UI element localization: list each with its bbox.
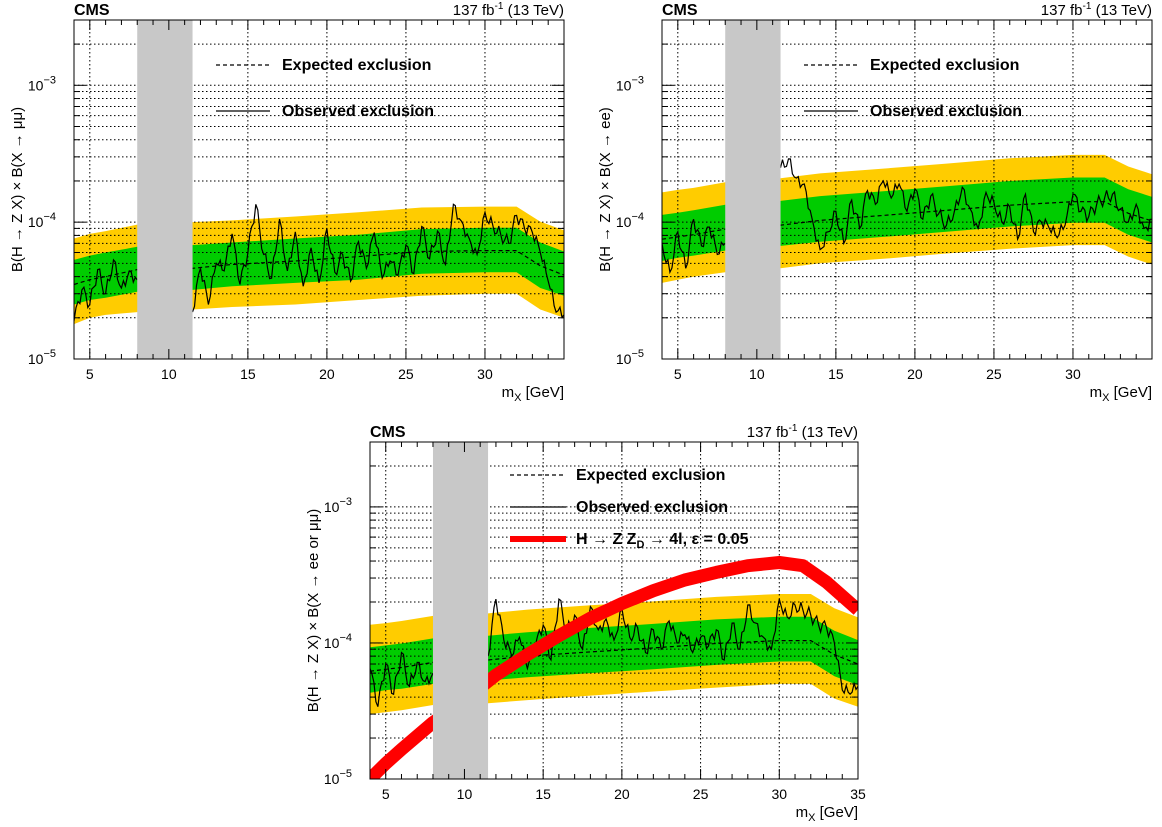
x-tick-label: 15 bbox=[828, 366, 844, 382]
lumi-label: 137 fb-1 (13 TeV) bbox=[1041, 1, 1152, 19]
cms-label: CMS bbox=[370, 424, 406, 441]
chart-panel-ee: 5 10 15 20 25 30 10−5 10−4 10−3 mX [GeV] B(H → Z X… bbox=[597, 1, 1153, 404]
x-axis-title: mX [GeV] bbox=[796, 804, 858, 824]
x-tick-label: 30 bbox=[477, 366, 493, 382]
y-tick-label: 10−4 bbox=[28, 211, 56, 230]
y-axis-title: B(H → Z X) × B(X → ee or μμ) bbox=[305, 509, 322, 713]
y-tick-label: 10−4 bbox=[616, 211, 644, 230]
chart-panel-combined: 5 10 15 20 25 30 35 10−5 10−4 10−3 mX [GeV] B(H → Z… bbox=[305, 423, 866, 824]
x-tick-label: 10 bbox=[161, 366, 177, 382]
lumi-label: 137 fb-1 (13 TeV) bbox=[747, 423, 858, 441]
y-axis: 10−5 10−4 10−3 bbox=[616, 19, 1152, 367]
x-tick-label: 15 bbox=[535, 786, 551, 802]
x-axis: 5 10 15 20 25 30 35 bbox=[369, 442, 866, 802]
x-tick-label: 30 bbox=[1065, 366, 1081, 382]
zd-model-band bbox=[370, 556, 858, 779]
plot-frame bbox=[661, 19, 1153, 360]
x-axis-title: mX [GeV] bbox=[502, 384, 564, 404]
observed-line bbox=[370, 651, 434, 707]
x-tick-label: 25 bbox=[693, 786, 709, 802]
band-1sigma bbox=[662, 177, 1152, 261]
y-tick-label: 10−5 bbox=[28, 348, 56, 367]
plot-frame bbox=[73, 19, 565, 360]
lumi-label: 137 fb-1 (13 TeV) bbox=[453, 1, 564, 19]
y-tick-label: 10−5 bbox=[324, 768, 352, 787]
grid bbox=[74, 20, 564, 359]
x-tick-label: 35 bbox=[850, 786, 866, 802]
x-tick-label: 20 bbox=[614, 786, 630, 802]
observed-line bbox=[779, 158, 1152, 251]
x-tick-label: 15 bbox=[240, 366, 256, 382]
observed-line bbox=[662, 218, 726, 275]
cms-label: CMS bbox=[74, 2, 110, 19]
y-tick-label: 10−3 bbox=[616, 74, 644, 93]
legend-zd-label: H → Z ZD → 4l, ε = 0.05 bbox=[576, 531, 749, 551]
legend-observed-label: Observed exclusion bbox=[282, 103, 434, 120]
x-tick-label: 25 bbox=[986, 366, 1002, 382]
excluded-region bbox=[725, 20, 781, 359]
legend: Expected exclusion Observed exclusion bbox=[216, 57, 434, 120]
legend-expected-label: Expected exclusion bbox=[576, 467, 725, 484]
x-tick-label: 10 bbox=[457, 786, 473, 802]
y-axis: 10−5 10−4 10−3 bbox=[324, 441, 858, 787]
x-axis: 5 10 15 20 25 30 bbox=[73, 20, 565, 382]
observed-line bbox=[487, 597, 858, 696]
legend-expected-label: Expected exclusion bbox=[870, 57, 1019, 74]
legend-observed-label: Observed exclusion bbox=[870, 103, 1022, 120]
x-tick-label: 25 bbox=[398, 366, 414, 382]
y-axis-title: B(H → Z X) × B(X → μμ) bbox=[9, 107, 26, 272]
legend: Expected exclusion Observed exclusion H → … bbox=[510, 467, 749, 551]
y-axis-title: B(H → Z X) × B(X → ee) bbox=[597, 107, 614, 272]
x-tick-label: 30 bbox=[772, 786, 788, 802]
y-axis: 10−5 10−4 10−3 bbox=[28, 19, 564, 367]
x-tick-label: 5 bbox=[674, 366, 682, 382]
legend-expected-label: Expected exclusion bbox=[282, 57, 431, 74]
legend-observed-label: Observed exclusion bbox=[576, 499, 728, 516]
expected-line bbox=[662, 201, 1152, 240]
y-tick-label: 10−3 bbox=[28, 74, 56, 93]
x-tick-label: 20 bbox=[907, 366, 923, 382]
x-axis: 5 10 15 20 25 30 bbox=[661, 20, 1153, 382]
x-tick-label: 20 bbox=[319, 366, 335, 382]
x-tick-label: 10 bbox=[749, 366, 765, 382]
x-tick-label: 5 bbox=[382, 786, 390, 802]
excluded-region bbox=[432, 442, 489, 779]
x-tick-label: 5 bbox=[86, 366, 94, 382]
y-tick-label: 10−3 bbox=[324, 496, 352, 515]
excluded-region bbox=[137, 20, 193, 359]
x-axis-title: mX [GeV] bbox=[1090, 384, 1152, 404]
legend: Expected exclusion Observed exclusion bbox=[804, 57, 1022, 120]
expected-line bbox=[370, 639, 858, 672]
y-tick-label: 10−4 bbox=[324, 632, 352, 651]
observed-line bbox=[74, 258, 138, 321]
plot-frame bbox=[369, 441, 859, 780]
y-tick-label: 10−5 bbox=[616, 348, 644, 367]
cms-label: CMS bbox=[662, 2, 698, 19]
chart-panel-mumu: 5 10 15 20 25 30 10−5 10−4 10−3 mX [GeV] B(H → Z X… bbox=[9, 1, 565, 404]
grid bbox=[662, 20, 1152, 359]
observed-line bbox=[191, 203, 564, 319]
